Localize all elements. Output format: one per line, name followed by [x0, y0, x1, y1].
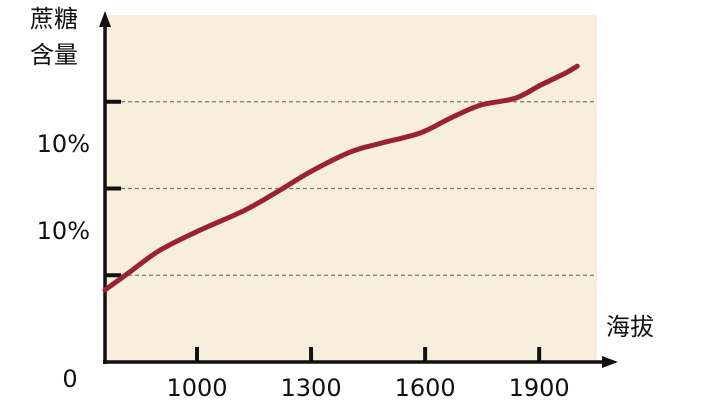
x-tick-label: 1900 [509, 374, 570, 402]
data-line [102, 63, 580, 293]
y-axis-arrow [99, 11, 111, 27]
y-annotation: 10% [37, 130, 90, 158]
x-tick-label: 1600 [395, 374, 456, 402]
y-axis-label: 含量 [30, 41, 78, 69]
y-annotation: 10% [37, 217, 90, 245]
x-axis-arrow [602, 356, 618, 368]
x-tick-label: 1300 [281, 374, 342, 402]
y-tick-label: 0 [62, 365, 77, 393]
y-axis-label: 蔗糖 [30, 5, 78, 33]
x-axis-label: 海拔 [606, 313, 654, 341]
x-tick-label: 1000 [166, 374, 227, 402]
